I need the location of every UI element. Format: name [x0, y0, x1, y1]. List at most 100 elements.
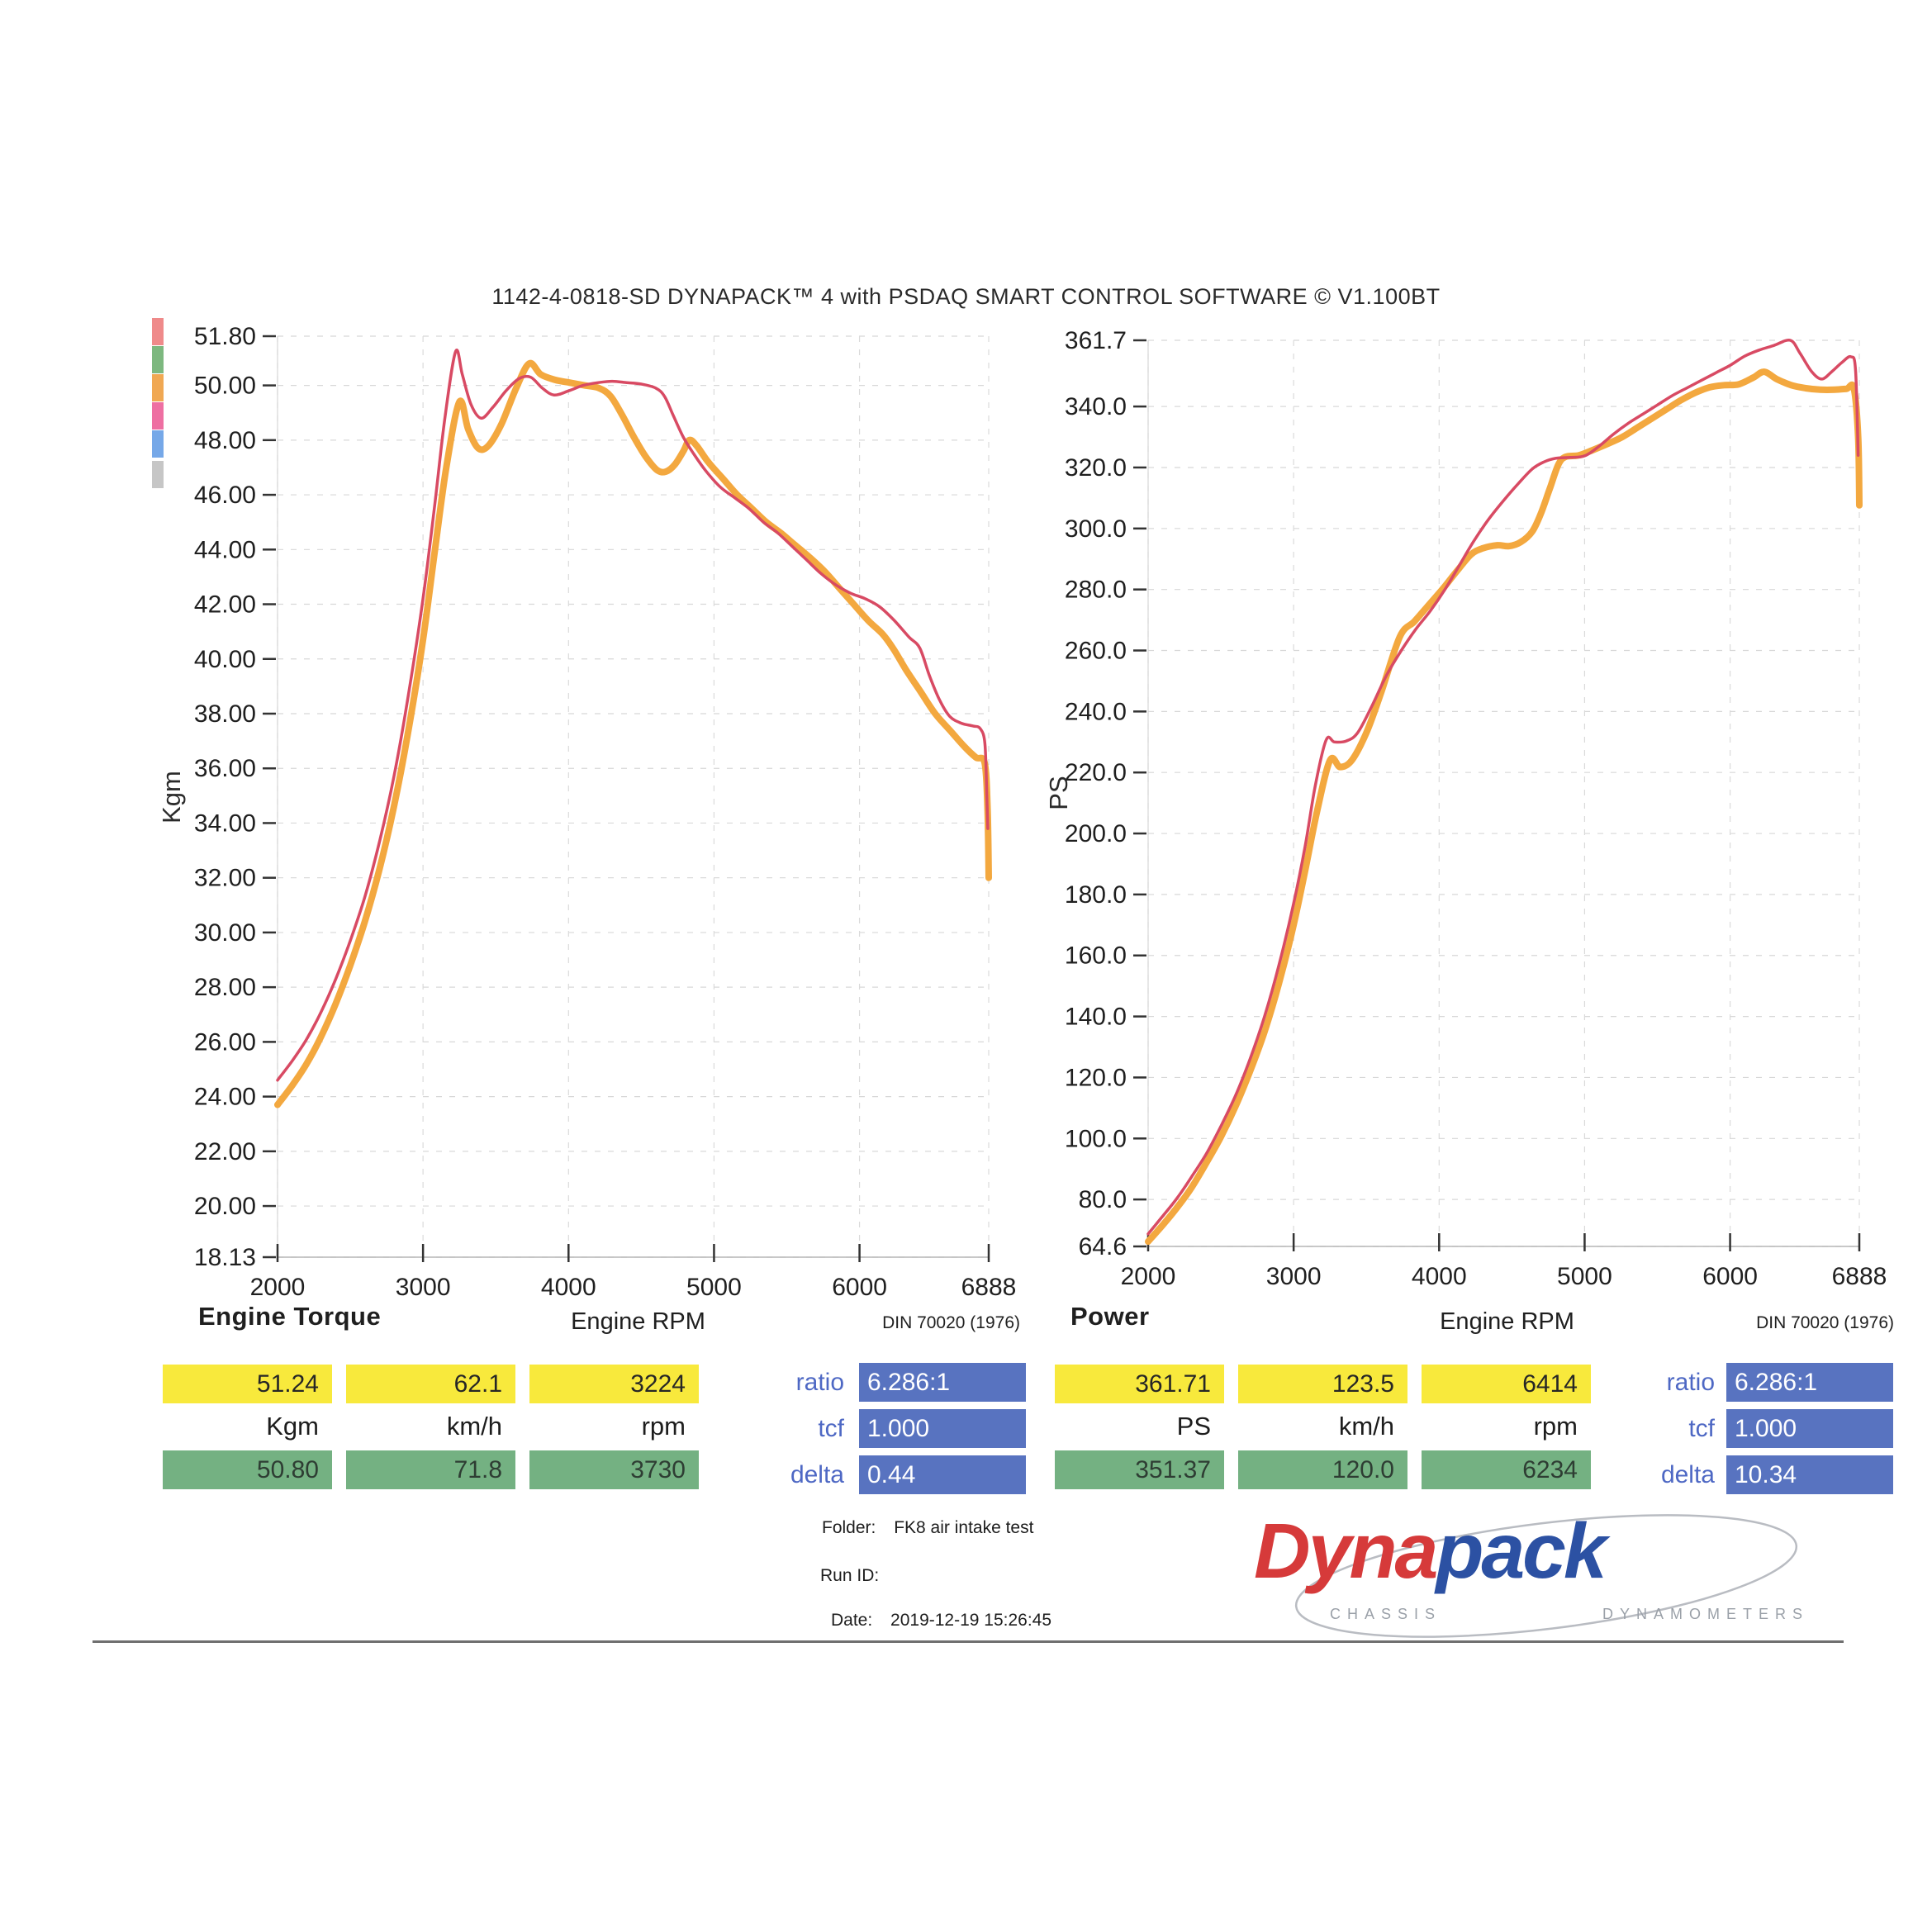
svg-text:300.0: 300.0 — [1065, 515, 1127, 543]
svg-text:4000: 4000 — [541, 1274, 596, 1301]
torque-peak-value: 51.24 — [163, 1365, 332, 1403]
svg-text:32.00: 32.00 — [194, 865, 256, 892]
logo-caption: CHASSIS DYNAMOMETERS — [1330, 1606, 1809, 1623]
power-x-axis-label: Engine RPM — [1440, 1308, 1574, 1335]
torque-tcf-value: 1.000 — [859, 1409, 1026, 1448]
svg-text:340.0: 340.0 — [1065, 393, 1127, 420]
power-second-rpm: 6234 — [1422, 1450, 1591, 1489]
torque-x-axis-label: Engine RPM — [571, 1308, 705, 1335]
power-chart: 361.7 340.0 320.0 300.0 280.0 260.0 240.0 220.0… — [1065, 327, 1887, 1290]
torque-tcf-label: tcf — [818, 1415, 844, 1442]
power-ratio-label: ratio — [1666, 1369, 1715, 1396]
folder-value: FK8 air intake test — [894, 1518, 1034, 1537]
svg-text:4000: 4000 — [1412, 1263, 1467, 1290]
svg-text:34.00: 34.00 — [194, 809, 256, 837]
folder-row: Folder: FK8 air intake test — [822, 1518, 1033, 1538]
power-peak-speed: 123.5 — [1238, 1365, 1407, 1403]
svg-text:48.00: 48.00 — [194, 427, 256, 454]
svg-text:64.6: 64.6 — [1079, 1233, 1127, 1260]
page-title: 1142-4-0818-SD DYNAPACK™ 4 with PSDAQ SM… — [491, 284, 1441, 309]
power-peak-value: 361.71 — [1055, 1365, 1224, 1403]
svg-text:2000: 2000 — [250, 1274, 306, 1301]
svg-text:2000: 2000 — [1121, 1263, 1176, 1290]
torque-peak-rpm: 3224 — [529, 1365, 699, 1403]
legend-swatch — [152, 430, 164, 458]
svg-text:260.0: 260.0 — [1065, 638, 1127, 665]
svg-text:26.00: 26.00 — [194, 1028, 256, 1056]
power-peak-rpm: 6414 — [1422, 1365, 1591, 1403]
run-id-label: Run ID: — [820, 1566, 880, 1585]
legend-swatch — [152, 402, 164, 430]
torque-unit: Kgm — [266, 1412, 319, 1441]
date-value: 2019-12-19 15:26:45 — [890, 1611, 1052, 1630]
svg-text:44.00: 44.00 — [194, 536, 256, 563]
bottom-rule — [93, 1640, 1844, 1643]
series-orange-run — [1145, 368, 1863, 1246]
power-standard-label: DIN 70020 (1976) — [1756, 1313, 1894, 1332]
legend-swatch — [152, 318, 164, 345]
legend-swatch — [152, 461, 164, 488]
svg-text:46.00: 46.00 — [194, 482, 256, 509]
torque-second-value: 50.80 — [163, 1450, 332, 1489]
svg-text:6888: 6888 — [1832, 1263, 1887, 1290]
torque-ratio-value: 6.286:1 — [859, 1363, 1026, 1402]
svg-text:28.00: 28.00 — [194, 974, 256, 1001]
torque-standard-label: DIN 70020 (1976) — [882, 1313, 1020, 1332]
svg-text:180.0: 180.0 — [1065, 881, 1127, 909]
svg-text:3000: 3000 — [1266, 1263, 1322, 1290]
svg-text:20.00: 20.00 — [194, 1193, 256, 1220]
legend-swatch — [152, 346, 164, 373]
svg-text:30.00: 30.00 — [194, 919, 256, 947]
svg-text:5000: 5000 — [686, 1274, 742, 1301]
torque-ratio-label: ratio — [795, 1369, 844, 1396]
power-speed-unit: km/h — [1338, 1412, 1394, 1441]
svg-text:24.00: 24.00 — [194, 1084, 256, 1111]
svg-text:50.00: 50.00 — [194, 373, 256, 400]
svg-text:320.0: 320.0 — [1065, 454, 1127, 482]
svg-text:160.0: 160.0 — [1065, 942, 1127, 970]
dynapack-logo: Dynapack CHASSIS DYNAMOMETERS — [1239, 1505, 1854, 1645]
power-chart-title: Power — [1070, 1302, 1150, 1331]
torque-second-speed: 71.8 — [346, 1450, 515, 1489]
legend-swatch — [152, 374, 164, 401]
svg-text:80.0: 80.0 — [1079, 1186, 1127, 1213]
svg-text:240.0: 240.0 — [1065, 698, 1127, 725]
torque-delta-label: delta — [790, 1461, 844, 1488]
logo-wordmark: Dynapack — [1254, 1507, 1607, 1597]
logo-caption-dynamometers: DYNAMOMETERS — [1602, 1606, 1809, 1622]
svg-text:100.0: 100.0 — [1065, 1125, 1127, 1152]
svg-text:5000: 5000 — [1557, 1263, 1612, 1290]
series-orange-run — [274, 359, 992, 1108]
logo-word-dyna: Dyna — [1254, 1507, 1438, 1595]
date-label: Date: — [831, 1611, 873, 1630]
torque-chart: 51.80 50.00 48.00 46.00 44.00 42.00 40.00 38.00… — [194, 323, 1016, 1301]
run-id-row: Run ID: — [820, 1566, 897, 1586]
svg-text:36.00: 36.00 — [194, 755, 256, 782]
torque-chart-title: Engine Torque — [198, 1302, 382, 1331]
torque-speed-unit: km/h — [446, 1412, 502, 1441]
date-row: Date: 2019-12-19 15:26:45 — [831, 1611, 1051, 1631]
torque-peak-speed: 62.1 — [346, 1365, 515, 1403]
svg-text:280.0: 280.0 — [1065, 577, 1127, 604]
svg-text:6000: 6000 — [1702, 1263, 1758, 1290]
run-color-legend — [152, 318, 164, 489]
logo-swoosh-ellipse — [1294, 1514, 1798, 1638]
svg-text:3000: 3000 — [396, 1274, 451, 1301]
svg-text:120.0: 120.0 — [1065, 1064, 1127, 1091]
svg-text:18.13: 18.13 — [194, 1244, 256, 1271]
power-unit: PS — [1176, 1412, 1211, 1441]
power-second-speed: 120.0 — [1238, 1450, 1407, 1489]
series-red-run — [276, 348, 990, 1082]
folder-label: Folder: — [822, 1518, 876, 1537]
torque-y-axis-unit: Kgm — [157, 771, 186, 824]
torque-delta-value: 0.44 — [859, 1455, 1026, 1494]
power-tcf-value: 1.000 — [1726, 1409, 1893, 1448]
svg-text:51.80: 51.80 — [194, 323, 256, 350]
torque-rpm-unit: rpm — [641, 1412, 686, 1441]
svg-text:140.0: 140.0 — [1065, 1004, 1127, 1031]
svg-text:22.00: 22.00 — [194, 1138, 256, 1165]
svg-text:200.0: 200.0 — [1065, 820, 1127, 847]
power-delta-label: delta — [1660, 1461, 1715, 1488]
